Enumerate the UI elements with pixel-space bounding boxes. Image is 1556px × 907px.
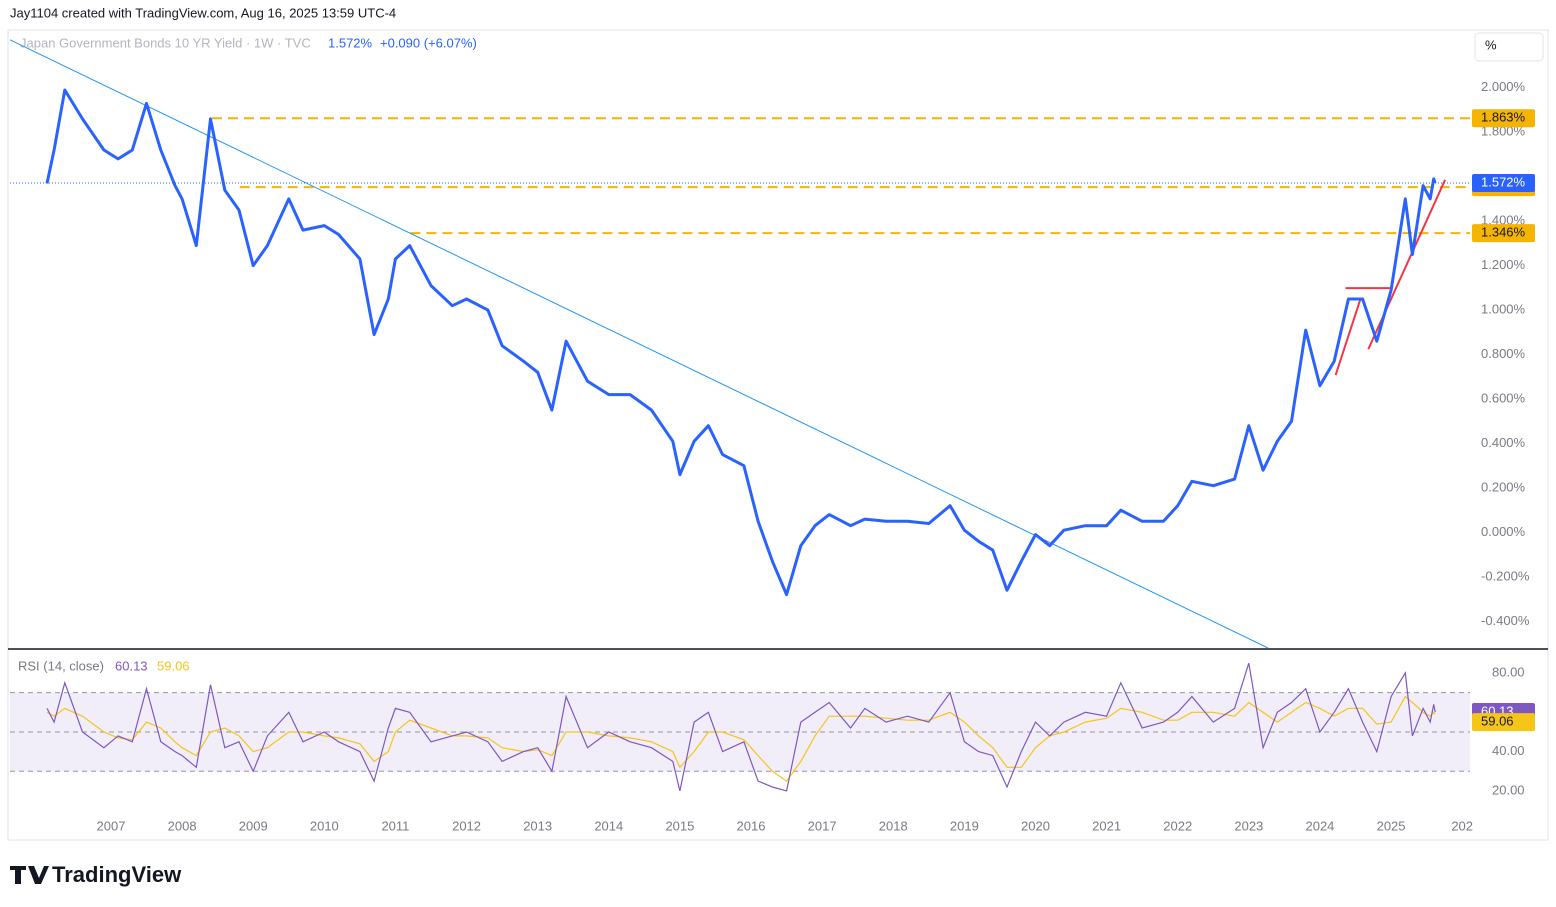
y-tick-label: 0.800% xyxy=(1481,346,1526,361)
rsi-ma-last-label: 59.06 xyxy=(1481,714,1514,729)
rsi-tick-label: 20.00 xyxy=(1492,782,1525,797)
y-tick-label: 0.600% xyxy=(1481,390,1526,405)
y-tick-label: -0.400% xyxy=(1481,613,1530,628)
unit-label: % xyxy=(1485,37,1497,52)
legend-last: 1.572% xyxy=(328,35,373,50)
x-tick-label: 2013 xyxy=(523,818,552,833)
rsi-ma-line xyxy=(46,695,1436,782)
price-line xyxy=(45,88,1437,597)
level-label: 1.863% xyxy=(1481,110,1526,125)
x-tick-label: 2008 xyxy=(168,818,197,833)
y-tick-label: 0.200% xyxy=(1481,479,1526,494)
x-tick-label: 2017 xyxy=(808,818,837,833)
rsi-legend-value: 60.13 xyxy=(115,658,148,673)
x-tick-label: 2011 xyxy=(381,818,409,833)
y-tick-label: 1.800% xyxy=(1481,124,1526,139)
rsi-ma-last-label-bg xyxy=(1472,713,1535,732)
y-tick-label: 2.000% xyxy=(1481,79,1526,94)
x-tick-label: 202 xyxy=(1451,818,1473,833)
x-tick-label: 2025 xyxy=(1377,818,1406,833)
y-tick-label: 0.400% xyxy=(1481,435,1526,450)
brand-logo xyxy=(10,866,49,884)
level-label: 1.346% xyxy=(1481,225,1526,240)
y-tick-label: 0.000% xyxy=(1481,524,1526,539)
x-tick-label: 2022 xyxy=(1163,818,1192,833)
rsi-tick-label: 40.00 xyxy=(1492,743,1525,758)
rsi-title: RSI (14, close) xyxy=(18,658,104,673)
x-tick-label: 2019 xyxy=(950,818,979,833)
brand: TradingView xyxy=(10,862,182,887)
x-tick-label: 2018 xyxy=(879,818,908,833)
level-label-bg xyxy=(1472,224,1535,243)
rsi-legend-ma: 59.06 xyxy=(157,658,190,673)
legend-title: Japan Government Bonds 10 YR Yield · 1W … xyxy=(20,35,311,50)
level-label-bg xyxy=(1472,109,1535,128)
header: Jay1104 created with TradingView.com, Au… xyxy=(10,5,396,20)
x-tick-label: 2020 xyxy=(1021,818,1050,833)
x-tick-label: 2023 xyxy=(1234,818,1263,833)
legend-change: +0.090 (+6.07%) xyxy=(380,35,477,50)
x-tick-label: 2012 xyxy=(452,818,481,833)
trendline xyxy=(9,39,1269,649)
unit-button[interactable] xyxy=(1474,32,1544,62)
x-tick-label: 2021 xyxy=(1092,818,1121,833)
x-tick-label: 2010 xyxy=(310,818,339,833)
x-tick-label: 2007 xyxy=(97,818,126,833)
y-tick-label: -0.200% xyxy=(1481,568,1530,583)
y-tick-label: 1.400% xyxy=(1481,213,1526,228)
y-tick-label: 1.000% xyxy=(1481,302,1526,317)
brand-name: TradingView xyxy=(52,862,182,887)
trendline xyxy=(1334,298,1362,376)
rsi-tick-label: 80.00 xyxy=(1492,664,1525,679)
y-tick-label: 1.200% xyxy=(1481,257,1526,272)
x-tick-label: 2014 xyxy=(594,818,623,833)
last-price-label-bg xyxy=(1472,173,1535,192)
frame xyxy=(7,29,1549,841)
rsi-line xyxy=(46,663,1436,792)
x-tick-label: 2009 xyxy=(239,818,268,833)
x-tick-label: 2024 xyxy=(1305,818,1334,833)
x-tick-label: 2015 xyxy=(665,818,694,833)
x-tick-label: 2016 xyxy=(737,818,766,833)
last-price-label: 1.572% xyxy=(1481,174,1526,189)
